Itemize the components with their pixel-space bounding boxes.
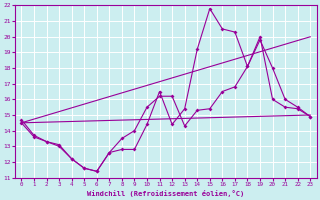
X-axis label: Windchill (Refroidissement éolien,°C): Windchill (Refroidissement éolien,°C) bbox=[87, 190, 244, 197]
